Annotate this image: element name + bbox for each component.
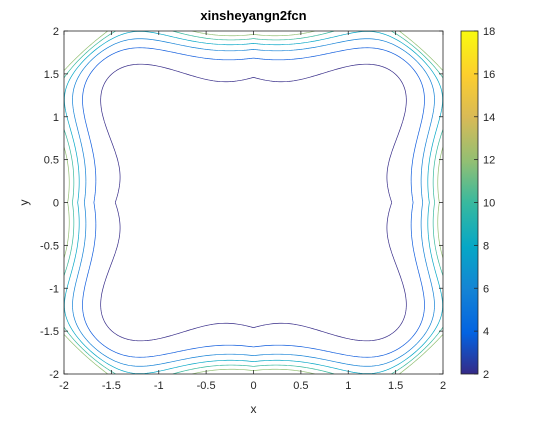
contour-level-6: [72, 38, 435, 367]
x-tick-label: 1: [345, 380, 351, 392]
contour-level-10: [64, 31, 443, 374]
contour-level-4: [82, 47, 425, 358]
y-tick-label: 0: [53, 198, 59, 210]
x-tick-label: -1: [154, 380, 164, 392]
contour-level-12: [64, 31, 443, 374]
y-tick-label: 2: [53, 26, 59, 38]
colorbar-tick-label: 10: [483, 198, 495, 210]
y-tick-label: -1.5: [40, 326, 59, 338]
y-tick-label: -0.5: [40, 240, 59, 252]
x-tick-label: 2: [440, 380, 446, 392]
colorbar-ticks: 2 4 6 8 10 12 14 16 18: [474, 26, 495, 381]
y-tick-label: 1: [53, 112, 59, 124]
y-axis: -2 -1.5 -1 -0.5 0 0.5 1 1.5 2: [40, 26, 443, 381]
y-tick-label: 0.5: [44, 155, 59, 167]
colorbar-tick-label: 14: [483, 112, 495, 124]
chart-title: xinsheyangn2fcn: [200, 8, 306, 23]
x-tick-label: -1.5: [102, 380, 121, 392]
colorbar-tick-label: 6: [483, 283, 489, 295]
colorbar-tick-label: 18: [483, 26, 495, 38]
colorbar-tick-label: 12: [483, 155, 495, 167]
x-tick-label: 0.5: [293, 380, 308, 392]
y-axis-label: y: [17, 200, 31, 206]
x-tick-label: 0: [250, 380, 256, 392]
colorbar: [461, 31, 478, 374]
y-tick-label: -1: [49, 283, 59, 295]
x-axis-label: x: [251, 402, 257, 416]
y-tick-label: -2: [49, 369, 59, 381]
colorbar-tick-label: 16: [483, 69, 495, 81]
x-tick-label: 1.5: [388, 380, 403, 392]
contour-level-2: [100, 63, 407, 342]
y-tick-label: 1.5: [44, 69, 59, 81]
colorbar-tick-label: 2: [483, 369, 489, 381]
x-tick-label: -0.5: [197, 380, 216, 392]
contour-level-8: [64, 31, 443, 374]
colorbar-tick-label: 4: [483, 326, 489, 338]
colorbar-tick-label: 8: [483, 240, 489, 252]
x-axis: -2 -1.5 -1 -0.5 0 0.5 1 1.5 2: [59, 31, 446, 392]
plot-frame: [63, 30, 444, 375]
contour-lines: [64, 31, 443, 374]
x-tick-label: -2: [59, 380, 69, 392]
